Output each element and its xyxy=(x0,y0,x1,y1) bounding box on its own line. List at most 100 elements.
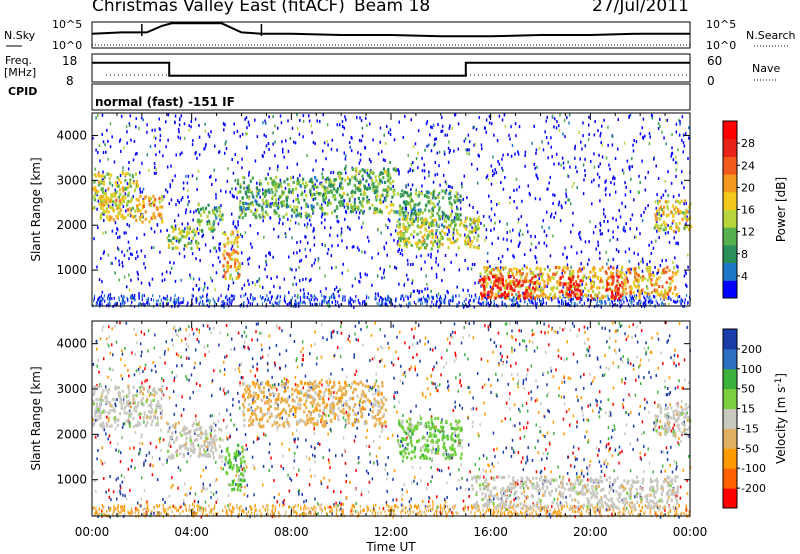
power-speckle xyxy=(677,148,679,152)
power-speckle xyxy=(428,170,430,174)
power-echo-3 xyxy=(207,219,211,223)
power-speckle xyxy=(557,124,560,128)
noise-left-tick-top: 10^5 xyxy=(52,18,82,31)
power-speckle xyxy=(267,172,269,176)
power-ground-speckle xyxy=(473,299,475,303)
power-speckle xyxy=(211,279,213,283)
power-echo-13 xyxy=(683,226,686,230)
power-echo-9 xyxy=(536,286,539,291)
power-echo-9 xyxy=(572,284,575,288)
velocity-speckle xyxy=(125,497,128,501)
power-echo-9 xyxy=(591,279,594,284)
velocity-speckle xyxy=(414,365,416,369)
power-ground-speckle xyxy=(132,296,134,300)
power-echo-5 xyxy=(276,182,279,186)
power-echo-5 xyxy=(274,193,277,197)
velocity-speckle xyxy=(590,382,593,386)
power-speckle xyxy=(241,157,243,161)
velocity-speckle xyxy=(640,457,643,461)
power-echo-2 xyxy=(184,235,187,239)
power-ground-speckle xyxy=(191,302,193,306)
power-ground-speckle xyxy=(409,303,411,307)
power-speckle xyxy=(339,288,341,292)
power-echo-9 xyxy=(479,272,482,276)
power-echo-7 xyxy=(414,209,417,213)
power-speckle xyxy=(217,256,220,260)
power-echo-6 xyxy=(390,208,393,213)
velocity-speckle xyxy=(120,357,122,361)
power-echo-1 xyxy=(156,207,159,211)
power-echo-8 xyxy=(457,216,461,220)
power-ground-speckle xyxy=(477,300,479,304)
power-echo-1 xyxy=(115,198,118,202)
power-echo-8 xyxy=(432,218,436,222)
power-speckle xyxy=(398,120,400,124)
power-speckle xyxy=(123,146,125,150)
power-speckle xyxy=(347,225,349,229)
power-speckle xyxy=(181,196,184,200)
velocity-speckle xyxy=(139,386,141,390)
power-echo-9 xyxy=(622,282,625,286)
power-echo-9 xyxy=(485,266,489,270)
power-echo-13 xyxy=(666,204,669,208)
power-speckle xyxy=(241,132,244,136)
power-speckle xyxy=(589,159,592,163)
power-ground-speckle xyxy=(486,300,488,304)
power-echo-7 xyxy=(410,208,413,213)
power-speckle xyxy=(420,267,423,271)
power-ground-speckle xyxy=(251,302,254,306)
power-speckle xyxy=(491,242,493,246)
power-echo-8 xyxy=(445,225,449,230)
power-echo-5 xyxy=(246,195,249,199)
power-ground-speckle xyxy=(448,301,450,305)
power-echo-9 xyxy=(511,271,514,275)
power-speckle xyxy=(631,295,634,299)
power-echo-7 xyxy=(409,206,412,210)
power-echo-8 xyxy=(408,240,411,245)
power-speckle xyxy=(412,160,414,164)
power-ground-speckle xyxy=(537,296,539,300)
power-speckle xyxy=(444,254,447,258)
power-speckle xyxy=(148,281,151,285)
power-ground-speckle xyxy=(495,303,498,307)
power-echo-8 xyxy=(400,233,404,237)
power-speckle xyxy=(435,260,437,264)
power-speckle xyxy=(208,135,211,139)
power-echo-8 xyxy=(431,223,434,228)
velocity-speckle xyxy=(559,501,562,505)
power-echo-9 xyxy=(527,287,530,291)
power-echo-7 xyxy=(412,212,415,216)
freq-left-tick-top: 18 xyxy=(62,54,77,68)
power-colorbar-segment xyxy=(723,174,737,193)
power-speckle xyxy=(601,143,604,147)
power-speckle xyxy=(675,230,677,234)
power-echo-7 xyxy=(398,209,401,213)
power-echo-6 xyxy=(392,167,395,171)
power-echo-13 xyxy=(672,219,675,223)
power-echo-9 xyxy=(675,293,678,297)
power-speckle xyxy=(321,212,324,216)
power-speckle xyxy=(675,241,677,245)
power-echo-8 xyxy=(439,242,442,246)
velocity-speckle xyxy=(274,383,276,387)
power-echo-7 xyxy=(426,190,429,194)
power-speckle xyxy=(146,123,148,127)
power-ground-speckle xyxy=(483,301,485,305)
power-echo-8 xyxy=(407,226,410,230)
power-echo-7 xyxy=(409,192,413,196)
power-speckle xyxy=(169,260,171,264)
velocity-speckle xyxy=(604,354,606,358)
power-speckle xyxy=(138,126,140,130)
velocity-speckle xyxy=(351,504,354,508)
power-speckle xyxy=(103,212,105,216)
power-ground-speckle xyxy=(171,305,173,309)
power-echo-8 xyxy=(425,243,429,247)
power-speckle xyxy=(471,262,474,266)
power-speckle xyxy=(629,165,631,169)
power-echo-1 xyxy=(124,215,127,220)
power-speckle xyxy=(203,147,205,151)
power-speckle xyxy=(655,207,658,211)
power-speckle xyxy=(444,180,447,184)
power-echo-3 xyxy=(206,214,209,218)
power-echo-5 xyxy=(327,190,331,195)
